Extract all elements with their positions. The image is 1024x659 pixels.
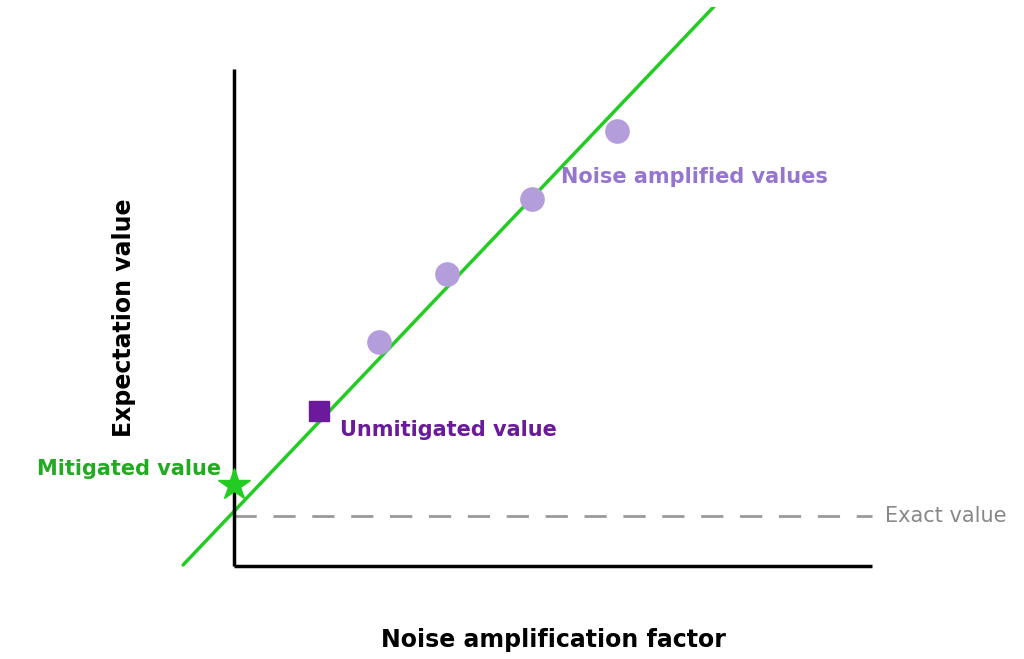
- Point: [523, 194, 540, 205]
- Text: Mitigated value: Mitigated value: [37, 459, 221, 479]
- Point: [608, 126, 625, 136]
- Text: Expectation value: Expectation value: [112, 198, 135, 437]
- Text: Exact value: Exact value: [885, 506, 1007, 527]
- Point: [371, 337, 387, 347]
- Text: Noise amplification factor: Noise amplification factor: [381, 628, 725, 652]
- Text: Noise amplified values: Noise amplified values: [561, 167, 828, 187]
- Text: Unmitigated value: Unmitigated value: [340, 420, 557, 440]
- Point: [438, 269, 455, 279]
